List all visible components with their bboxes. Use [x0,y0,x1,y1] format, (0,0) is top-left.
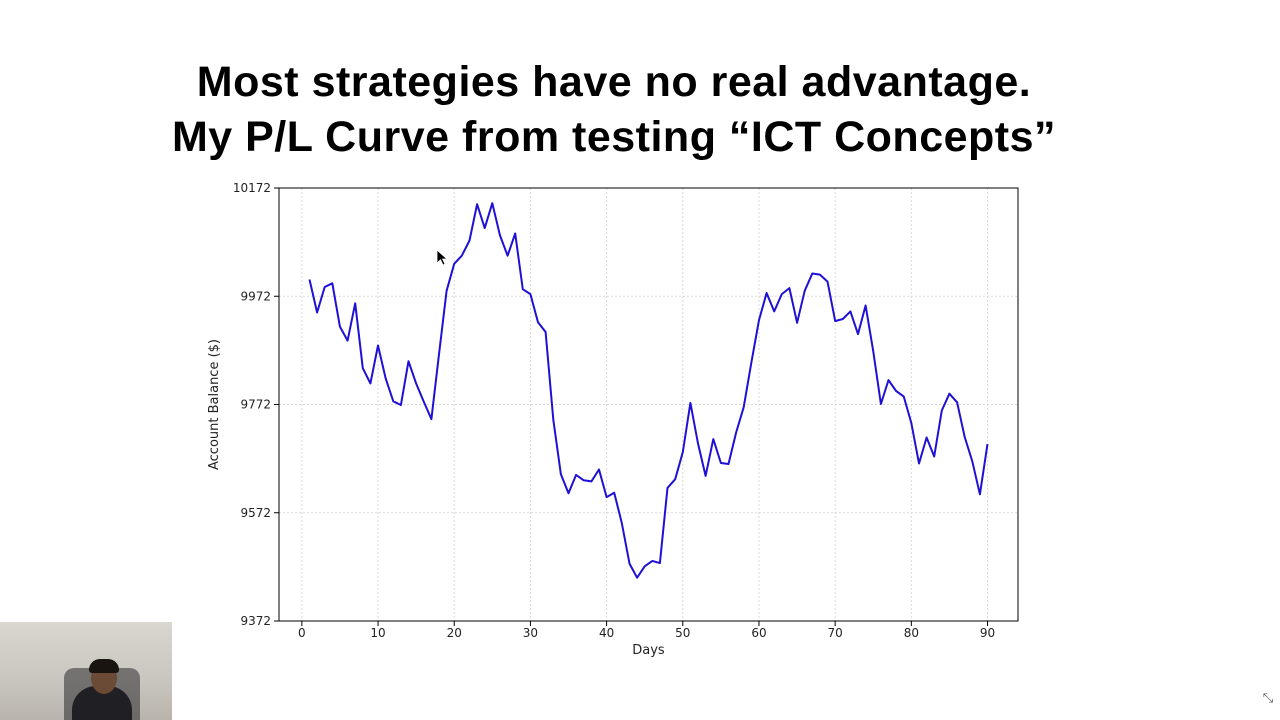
balance-line [308,202,989,579]
y-tick-label: 9772 [240,398,271,412]
x-tick-label: 70 [828,626,843,640]
x-tick-label: 10 [370,626,385,640]
presenter-webcam [0,622,172,720]
x-tick-label: 20 [447,626,462,640]
grid-lines [279,187,1018,622]
y-tick-label: 10172 [233,181,271,195]
y-tick-label: 9572 [240,506,271,520]
x-tick-label: 80 [904,626,919,640]
x-tick-label: 60 [751,626,766,640]
x-tick-label: 30 [523,626,538,640]
cursor-arrow-icon [436,249,449,266]
x-axis-label: Days [632,643,665,658]
x-tick-label: 0 [298,626,306,640]
slide-title-line-1: Most strategies have no real advantage. [196,58,1032,106]
y-tick-label: 9972 [240,289,271,303]
x-tick-label: 50 [675,626,690,640]
x-tick-label: 90 [980,626,995,640]
presenter-hair [89,659,119,673]
slide-title: Most strategies have no real advantage. … [0,55,1228,165]
y-ticks: 9372 9572 9772 9972 10172 [233,181,279,628]
y-axis-label: Account Balance ($) [207,339,222,470]
x-ticks: 0 10 20 30 40 50 60 70 80 90 [298,621,995,640]
x-tick-label: 40 [599,626,614,640]
collapse-icon[interactable]: ⤡ [1262,690,1274,705]
y-tick-label: 9372 [240,614,271,628]
series-balance [308,202,989,579]
slide-title-line-2: My P/L Curve from testing “ICT Concepts” [171,113,1057,161]
